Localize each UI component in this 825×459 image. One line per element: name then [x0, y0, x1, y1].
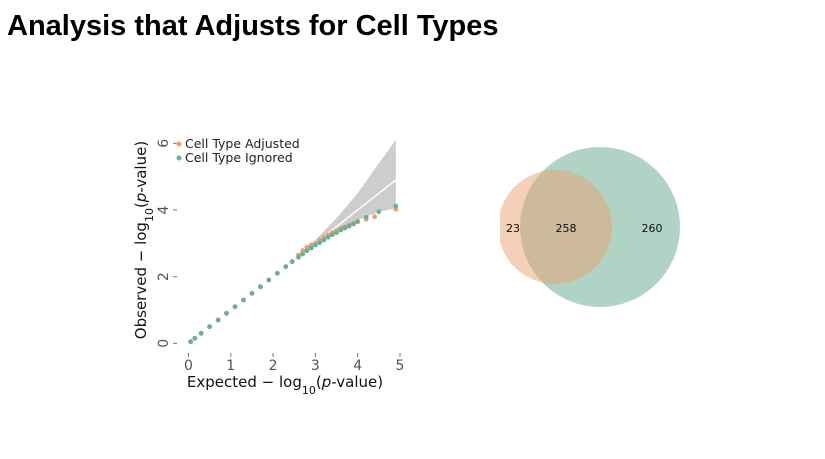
- confidence-band-layer: [187, 140, 397, 344]
- y-tick-label-3: 6: [156, 139, 172, 148]
- confidence-band: [188, 140, 396, 344]
- venn-count-ignored-only: 260: [642, 222, 663, 235]
- point-ignored-2: [198, 330, 204, 336]
- point-ignored-13: [289, 259, 295, 265]
- legend-label-adjusted: Cell Type Adjusted: [185, 136, 300, 151]
- point-ignored-26: [346, 223, 352, 229]
- point-adjusted-15: [300, 248, 306, 254]
- qq-ticks-layer: 0 1 2 3 4 5 0 2 4 6: [156, 139, 404, 374]
- x-tick-label-0: 0: [184, 358, 193, 374]
- x-axis-label: Expected − log10(p-value): [187, 373, 383, 397]
- point-ignored-17: [308, 245, 314, 251]
- y-axis-label: Observed − log10(p-value): [132, 141, 156, 339]
- venn-count-adjusted-only: 23: [506, 222, 520, 235]
- point-ignored-29: [363, 214, 369, 220]
- point-ignored-0: [188, 339, 193, 345]
- point-ignored-11: [274, 270, 280, 276]
- y-tick-label-2: 4: [156, 205, 172, 214]
- point-ignored-22: [329, 232, 335, 238]
- point-ignored-7: [241, 297, 246, 303]
- qq-points-layer: [188, 203, 399, 345]
- point-ignored-4: [215, 317, 221, 323]
- venn-circle-cell-type-adjusted: [500, 170, 612, 284]
- point-ignored-23: [334, 230, 339, 236]
- point-ignored-16: [304, 248, 310, 254]
- point-ignored-31: [393, 203, 399, 209]
- point-ignored-6: [232, 304, 238, 310]
- legend-label-ignored: Cell Type Ignored: [185, 150, 293, 165]
- point-adjusted-16: [304, 244, 310, 250]
- slide-title: Analysis that Adjusts for Cell Types: [7, 10, 499, 42]
- y-tick-label-1: 2: [156, 272, 172, 281]
- x-tick-label-1: 1: [226, 358, 235, 374]
- point-ignored-3: [207, 324, 212, 330]
- x-tick-label-2: 2: [269, 358, 278, 374]
- venn-diagram: 23 258 260: [500, 147, 680, 307]
- point-ignored-12: [283, 264, 289, 270]
- point-ignored-15: [300, 251, 306, 257]
- x-tick-label-5: 5: [396, 358, 405, 374]
- legend-marker-adjusted: [176, 141, 182, 147]
- point-adjusted-31: [393, 206, 399, 212]
- point-ignored-20: [321, 237, 327, 243]
- x-tick-label-4: 4: [353, 358, 362, 374]
- venn-count-intersection: 258: [556, 222, 577, 235]
- point-ignored-25: [342, 225, 348, 231]
- point-ignored-28: [355, 219, 361, 225]
- point-ignored-5: [224, 310, 229, 316]
- point-ignored-21: [325, 234, 331, 240]
- point-ignored-27: [351, 221, 356, 227]
- qq-legend: Cell Type Adjusted Cell Type Ignored: [176, 136, 300, 165]
- point-ignored-24: [338, 227, 344, 233]
- x-tick-label-3: 3: [311, 358, 320, 374]
- point-ignored-10: [266, 277, 272, 283]
- point-ignored-14: [296, 254, 301, 260]
- point-ignored-1: [192, 335, 198, 341]
- point-ignored-19: [317, 240, 322, 246]
- point-ignored-18: [313, 242, 318, 248]
- point-adjusted-30: [372, 214, 377, 220]
- point-ignored-9: [258, 284, 263, 290]
- point-ignored-30: [376, 209, 382, 215]
- legend-marker-ignored: [176, 155, 182, 161]
- qq-plot: 0 1 2 3 4 5 0 2 4 6 Cell Type Adjusted Cell Type …: [132, 136, 404, 397]
- y-tick-label-0: 0: [156, 339, 172, 348]
- point-ignored-8: [249, 290, 255, 296]
